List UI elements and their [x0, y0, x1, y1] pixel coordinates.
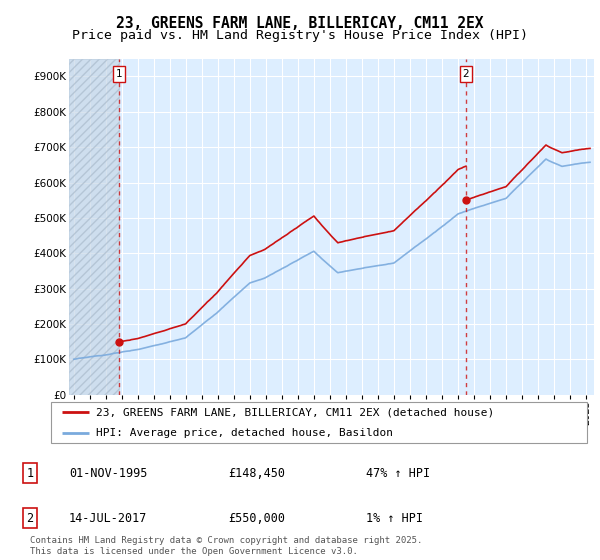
Text: 1: 1	[26, 466, 34, 480]
Text: HPI: Average price, detached house, Basildon: HPI: Average price, detached house, Basi…	[96, 428, 393, 438]
Text: 14-JUL-2017: 14-JUL-2017	[69, 511, 148, 525]
Text: 23, GREENS FARM LANE, BILLERICAY, CM11 2EX: 23, GREENS FARM LANE, BILLERICAY, CM11 2…	[116, 16, 484, 31]
Text: £550,000: £550,000	[228, 511, 285, 525]
Text: 23, GREENS FARM LANE, BILLERICAY, CM11 2EX (detached house): 23, GREENS FARM LANE, BILLERICAY, CM11 2…	[96, 408, 494, 418]
Bar	[69, 59, 119, 395]
Text: Price paid vs. HM Land Registry's House Price Index (HPI): Price paid vs. HM Land Registry's House …	[72, 29, 528, 42]
FancyBboxPatch shape	[51, 402, 587, 444]
Text: Contains HM Land Registry data © Crown copyright and database right 2025.
This d: Contains HM Land Registry data © Crown c…	[30, 536, 422, 556]
Text: 2: 2	[463, 69, 469, 79]
Text: 01-NOV-1995: 01-NOV-1995	[69, 466, 148, 480]
Text: £148,450: £148,450	[228, 466, 285, 480]
Text: 47% ↑ HPI: 47% ↑ HPI	[366, 466, 430, 480]
Text: 1% ↑ HPI: 1% ↑ HPI	[366, 511, 423, 525]
Text: 2: 2	[26, 511, 34, 525]
Text: 1: 1	[116, 69, 122, 79]
